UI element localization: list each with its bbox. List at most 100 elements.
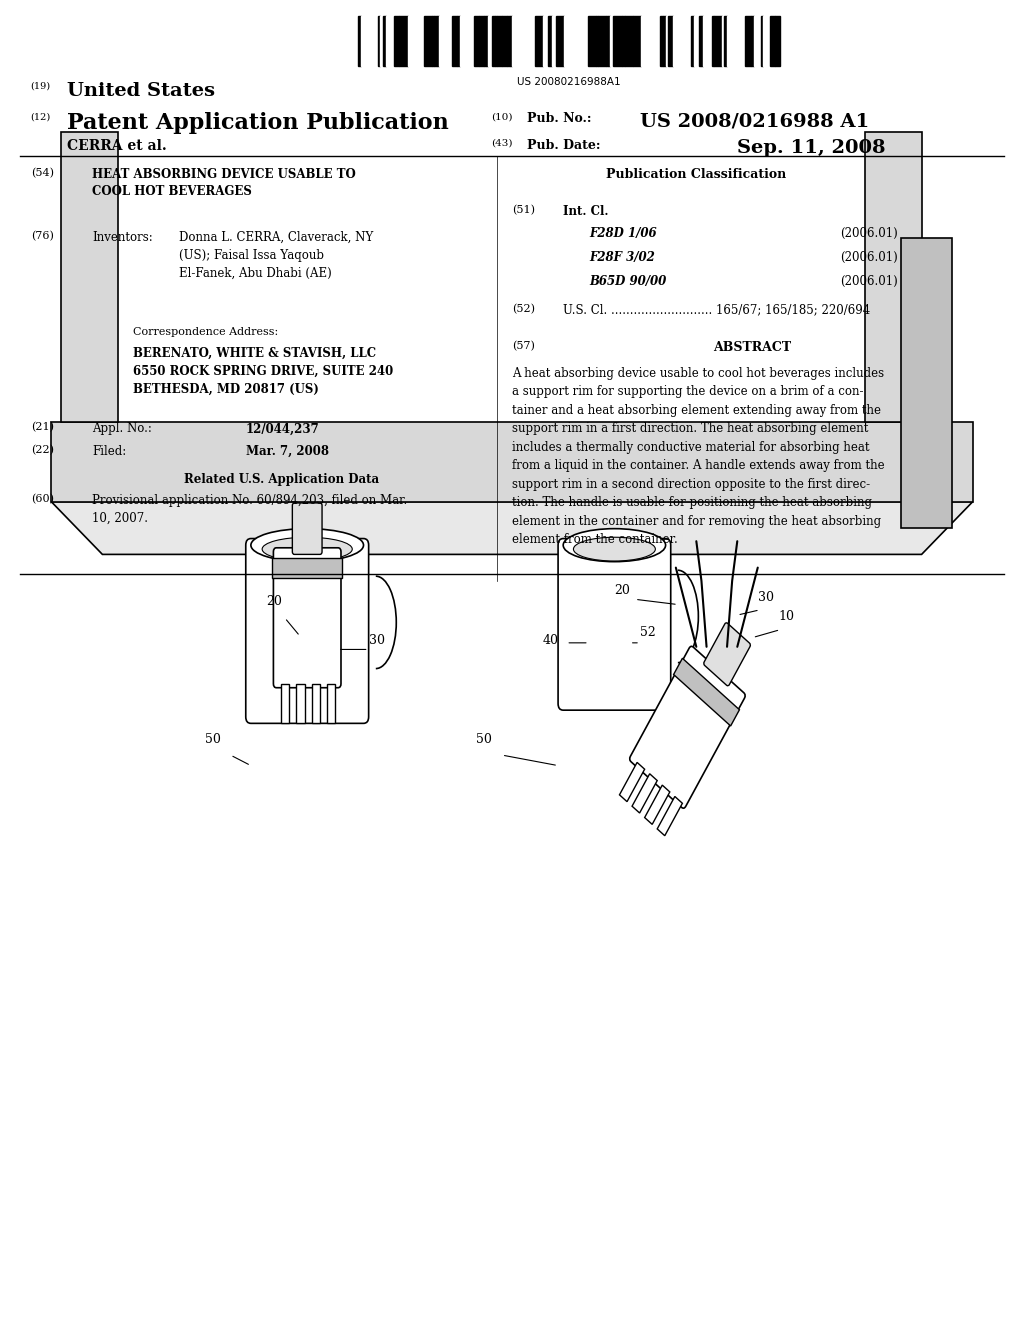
Bar: [865, 132, 922, 422]
Bar: [497, 16, 502, 66]
Text: B65D 90/00: B65D 90/00: [589, 275, 666, 288]
Bar: [694, 16, 699, 66]
Bar: [469, 16, 474, 66]
Bar: [512, 16, 515, 66]
Bar: [701, 16, 703, 66]
Ellipse shape: [251, 528, 364, 562]
Bar: [507, 16, 510, 66]
Text: (10): (10): [492, 112, 513, 121]
Bar: [383, 16, 386, 66]
Text: ABSTRACT: ABSTRACT: [714, 341, 792, 354]
Text: (54): (54): [31, 168, 53, 178]
Bar: [588, 16, 596, 66]
Bar: [712, 16, 714, 66]
Bar: [770, 16, 775, 66]
Bar: [479, 16, 484, 66]
Bar: [484, 16, 486, 66]
Bar: [474, 16, 479, 66]
FancyBboxPatch shape: [703, 623, 751, 686]
Bar: [416, 16, 424, 66]
Bar: [61, 132, 118, 422]
Bar: [437, 16, 439, 66]
Bar: [673, 16, 678, 66]
Bar: [598, 16, 606, 66]
Bar: [361, 16, 370, 66]
Ellipse shape: [563, 528, 666, 562]
Text: Related U.S. Application Data: Related U.S. Application Data: [184, 473, 380, 486]
Bar: [686, 16, 691, 66]
Bar: [386, 16, 394, 66]
Bar: [641, 16, 644, 66]
Bar: [583, 16, 588, 66]
Bar: [678, 16, 683, 66]
Bar: [699, 16, 701, 66]
Bar: [556, 16, 564, 66]
Bar: [737, 16, 745, 66]
Bar: [370, 16, 378, 66]
FancyBboxPatch shape: [630, 647, 745, 808]
Bar: [452, 16, 457, 66]
Text: 10: 10: [778, 610, 795, 623]
Text: (21): (21): [31, 422, 53, 433]
Text: 30: 30: [758, 590, 774, 603]
Text: 20: 20: [614, 583, 631, 597]
Bar: [495, 16, 497, 66]
Text: Correspondence Address:: Correspondence Address:: [133, 327, 279, 338]
Text: Appl. No.:: Appl. No.:: [92, 422, 152, 436]
Bar: [901, 238, 952, 528]
Bar: [348, 16, 356, 66]
Bar: [660, 16, 663, 66]
Bar: [378, 16, 380, 66]
Bar: [465, 16, 467, 66]
FancyBboxPatch shape: [273, 548, 341, 688]
Text: United States: United States: [67, 82, 215, 100]
Bar: [745, 16, 751, 66]
Bar: [703, 16, 712, 66]
Text: 52: 52: [640, 626, 655, 639]
Ellipse shape: [573, 537, 655, 561]
Text: (60): (60): [31, 494, 53, 504]
Bar: [765, 16, 770, 66]
Bar: [657, 796, 682, 836]
Bar: [518, 16, 526, 66]
Text: HEAT ABSORBING DEVICE USABLE TO
COOL HOT BEVERAGES: HEAT ABSORBING DEVICE USABLE TO COOL HOT…: [92, 168, 356, 198]
Bar: [574, 16, 583, 66]
Polygon shape: [51, 502, 973, 554]
Bar: [756, 16, 761, 66]
Bar: [668, 16, 673, 66]
Text: (57): (57): [512, 341, 535, 351]
Bar: [399, 16, 408, 66]
Bar: [488, 16, 492, 66]
Bar: [272, 558, 342, 578]
Text: Donna L. CERRA, Claverack, NY
(US); Faisal Issa Yaqoub
El-Fanek, Abu Dhabi (AE): Donna L. CERRA, Claverack, NY (US); Fais…: [179, 231, 374, 280]
Text: 12/044,237: 12/044,237: [246, 422, 319, 436]
Bar: [486, 16, 488, 66]
Bar: [622, 16, 625, 66]
Text: (2006.01): (2006.01): [840, 227, 897, 240]
Bar: [380, 16, 383, 66]
Text: Patent Application Publication: Patent Application Publication: [67, 112, 449, 135]
Bar: [281, 684, 290, 723]
Bar: [645, 785, 670, 825]
Text: BERENATO, WHITE & STAVISH, LLC
6550 ROCK SPRING DRIVE, SUITE 240
BETHESDA, MD 20: BERENATO, WHITE & STAVISH, LLC 6550 ROCK…: [133, 347, 393, 396]
Text: Pub. Date:: Pub. Date:: [527, 139, 601, 152]
Bar: [543, 16, 548, 66]
Bar: [683, 16, 686, 66]
Bar: [727, 16, 729, 66]
Text: Sep. 11, 2008: Sep. 11, 2008: [737, 139, 886, 157]
Text: US 2008/0216988 A1: US 2008/0216988 A1: [640, 112, 869, 131]
Bar: [674, 659, 739, 726]
FancyBboxPatch shape: [246, 539, 369, 723]
Bar: [515, 16, 518, 66]
Text: Inventors:: Inventors:: [92, 231, 153, 244]
Bar: [625, 16, 633, 66]
Polygon shape: [51, 422, 973, 502]
Bar: [608, 16, 610, 66]
Ellipse shape: [262, 537, 352, 561]
Text: Filed:: Filed:: [92, 445, 126, 458]
Text: 50: 50: [476, 733, 493, 746]
Bar: [606, 16, 608, 66]
Bar: [613, 16, 622, 66]
Text: F28D 1/06: F28D 1/06: [589, 227, 656, 240]
Text: Provisional application No. 60/894,203, filed on Mar.
10, 2007.: Provisional application No. 60/894,203, …: [92, 494, 408, 524]
